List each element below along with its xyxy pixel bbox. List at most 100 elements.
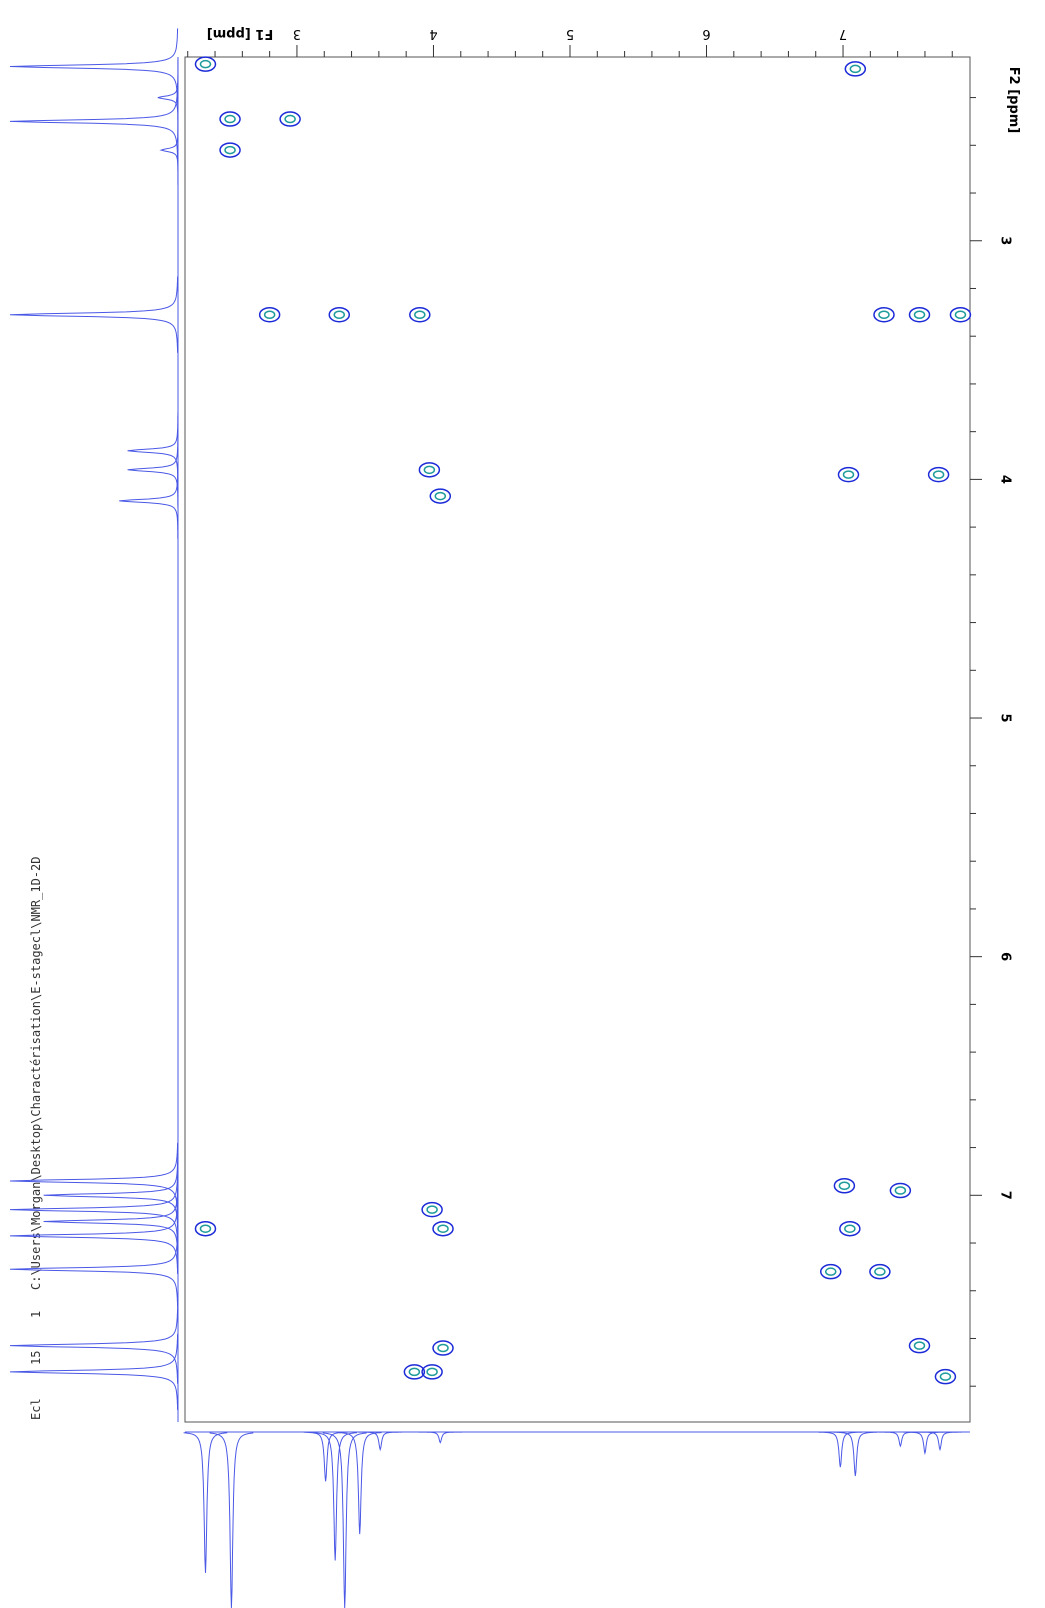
y-tick-label: 7 <box>998 1191 1013 1200</box>
f1-projection-peak <box>313 1432 358 1561</box>
cross-peak-inner <box>913 310 926 319</box>
y-tick-label: 3 <box>998 236 1013 245</box>
plot-frame <box>184 56 971 1423</box>
cross-peak-outer <box>839 1220 861 1237</box>
cross-peak-inner <box>434 491 447 501</box>
f2-projection-peak <box>157 59 179 136</box>
cross-peak-outer <box>873 306 895 323</box>
f2-projection-peak <box>9 276 179 353</box>
x-tick-label: 7 <box>839 26 847 41</box>
cross-peak-inner <box>224 145 236 155</box>
cross-peak-outer <box>844 61 867 77</box>
cross-peak-outer <box>421 1201 443 1218</box>
cross-peak-outer <box>429 488 452 504</box>
f1-projection-peak <box>418 1431 463 1444</box>
cross-peak-outer <box>819 1263 842 1280</box>
f1-projection-peak <box>322 1432 367 1608</box>
cross-peak-outer <box>194 56 217 72</box>
cross-peak-inner <box>842 470 855 479</box>
cross-peak-inner <box>932 470 945 479</box>
cross-peak-outer <box>328 306 351 323</box>
f1-projection-peak <box>903 1431 947 1456</box>
cross-peak-outer <box>934 1368 957 1385</box>
cross-peak-inner <box>844 1224 856 1233</box>
info-text: 1 <box>29 1311 43 1318</box>
f1-projection-peak <box>818 1431 863 1468</box>
cross-peak-outer <box>837 466 860 483</box>
f2-projection-peak <box>9 1307 179 1384</box>
f1-projection-peak <box>358 1431 403 1452</box>
cross-peak-outer <box>889 1182 912 1199</box>
info-text: 15 <box>29 1351 43 1365</box>
cross-peak-inner <box>437 1224 449 1233</box>
cross-peak-inner <box>426 1205 438 1214</box>
cross-peak-inner <box>284 114 296 124</box>
cross-peak-inner <box>894 1186 907 1195</box>
cross-peak-inner <box>437 1343 449 1353</box>
cross-peak-inner <box>954 310 967 319</box>
y-tick-label: 4 <box>998 475 1013 484</box>
cross-peak-outer <box>219 111 241 127</box>
f2-projection-peak <box>9 1197 179 1274</box>
cross-peak-outer <box>949 306 972 323</box>
cross-peak-inner <box>939 1372 952 1381</box>
f2-projection-peak <box>159 111 179 189</box>
f2-projection-peak <box>9 28 179 105</box>
cross-peak-inner <box>414 310 426 319</box>
cross-peak-outer <box>927 466 950 483</box>
y-tick-label: 6 <box>998 952 1013 961</box>
cross-peak-inner <box>263 310 276 319</box>
cross-peak-outer <box>833 1178 856 1194</box>
cross-peak-outer <box>908 306 931 323</box>
f2-projection-peak <box>9 1333 179 1411</box>
f1-projection-peak <box>833 1431 878 1477</box>
cross-peak-inner <box>913 1341 926 1350</box>
cross-peak-inner <box>849 64 862 74</box>
cross-peak-outer <box>432 1340 454 1356</box>
info-text: C:\Users\Morgan\Desktop\Charactérisation… <box>29 857 43 1290</box>
cross-peak-inner <box>874 1267 886 1276</box>
f2-projection-peak <box>119 462 179 540</box>
f1-projection-peak <box>878 1431 923 1448</box>
cross-peak-outer <box>258 306 281 323</box>
f1-projection-peak <box>209 1432 254 1608</box>
cross-peak-inner <box>199 1224 212 1233</box>
cross-peak-inner <box>423 465 436 475</box>
cross-peak-inner <box>426 1367 438 1377</box>
x-tick-label: 3 <box>293 26 301 41</box>
cross-peak-outer <box>421 1364 443 1380</box>
f1-projection-peak <box>918 1431 962 1452</box>
f2-projection-peak <box>9 83 179 160</box>
f2-axis-label: F2 [ppm] <box>1006 67 1021 134</box>
cross-peak-inner <box>224 114 236 124</box>
f1-axis-label: F1 [ppm] <box>207 26 274 41</box>
cross-peak-inner <box>333 310 346 319</box>
cross-peak-outer <box>194 1220 217 1237</box>
x-tick-label: 5 <box>566 26 574 41</box>
cross-peak-inner <box>199 59 212 69</box>
cross-peak-outer <box>869 1263 891 1280</box>
cross-peak-outer <box>908 1337 931 1354</box>
f2-projection-peak <box>43 1157 179 1234</box>
cross-peak-outer <box>403 1364 426 1380</box>
cross-peak-outer <box>418 462 441 478</box>
x-tick-label: 6 <box>702 26 710 41</box>
y-tick-label: 5 <box>998 713 1013 722</box>
cross-peak-outer <box>279 111 301 127</box>
x-tick-label: 4 <box>429 26 437 41</box>
f2-projection-peak <box>127 431 179 508</box>
cross-peak-outer <box>219 142 241 158</box>
cross-peak-outer <box>432 1220 454 1237</box>
f1-projection-peak <box>183 1432 228 1573</box>
f2-projection-peak <box>127 412 179 489</box>
f2-projection-peak <box>43 1183 179 1260</box>
f1-projection-peak <box>337 1432 382 1535</box>
cross-peak-inner <box>408 1367 421 1377</box>
f2-projection-peak <box>9 1231 179 1308</box>
cross-peak-inner <box>838 1181 851 1190</box>
cross-peak-outer <box>409 306 431 323</box>
cross-peak-inner <box>824 1267 837 1276</box>
info-text: Ecl <box>29 1398 43 1420</box>
